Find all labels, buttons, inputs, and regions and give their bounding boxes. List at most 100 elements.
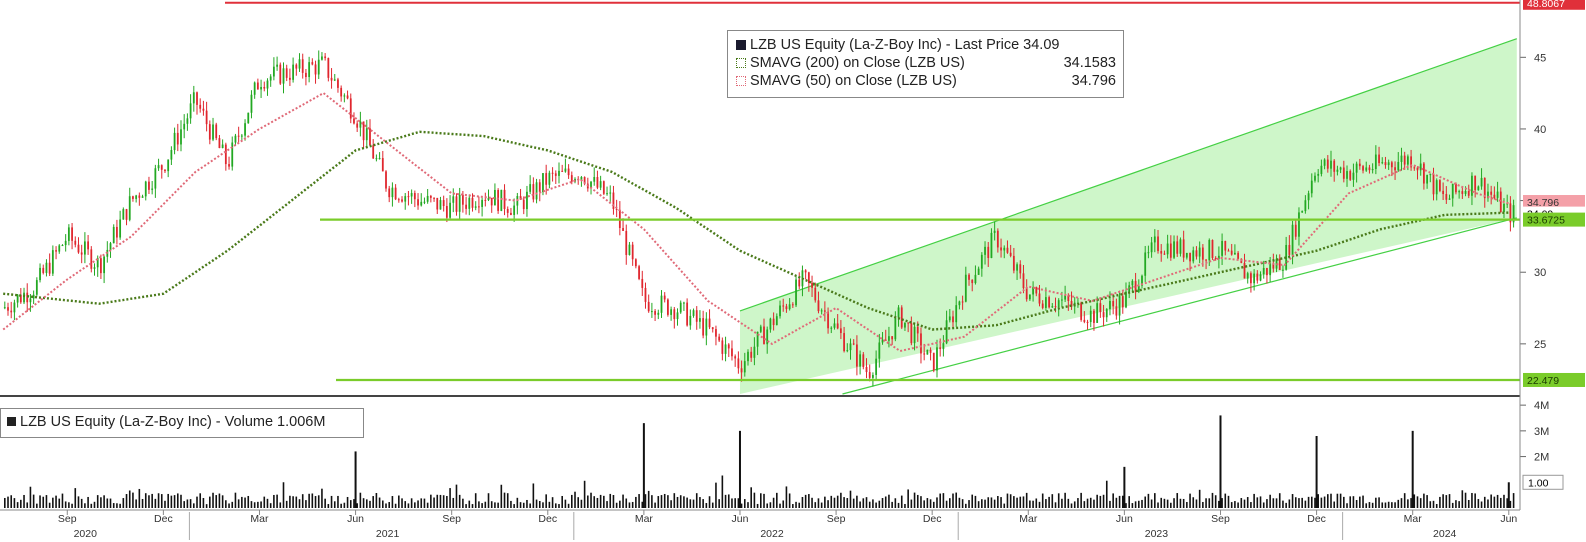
volume-bar bbox=[362, 498, 365, 508]
candle-body bbox=[612, 192, 615, 209]
candle-body bbox=[119, 219, 122, 238]
volume-bar bbox=[526, 499, 528, 508]
candle-body bbox=[3, 307, 6, 309]
candle-body bbox=[804, 270, 807, 273]
candle-body bbox=[1455, 183, 1457, 193]
volume-bar bbox=[1240, 498, 1243, 508]
candle-body bbox=[71, 227, 73, 241]
candle-body bbox=[1390, 162, 1393, 168]
candle-body bbox=[1134, 280, 1137, 292]
candle-body bbox=[1070, 301, 1073, 307]
candle-body bbox=[1368, 167, 1371, 171]
volume-bar bbox=[798, 502, 801, 508]
volume-bar bbox=[26, 502, 29, 508]
candle-body bbox=[798, 279, 801, 287]
volume-bar bbox=[16, 502, 19, 508]
candle-body bbox=[42, 267, 45, 273]
volume-bar bbox=[1147, 493, 1150, 508]
candle-body bbox=[381, 158, 384, 172]
candle-body bbox=[743, 361, 746, 373]
candle-body bbox=[830, 327, 833, 329]
volume-bar bbox=[96, 495, 99, 508]
volume-bar bbox=[1256, 497, 1259, 508]
candle-body bbox=[1205, 259, 1207, 261]
candle-body bbox=[10, 310, 13, 313]
candle-body bbox=[1192, 250, 1195, 262]
volume-bar bbox=[1112, 493, 1114, 508]
volume-bar bbox=[167, 493, 169, 508]
candle-body bbox=[276, 64, 278, 67]
volume-bar bbox=[1359, 496, 1361, 508]
candle-body bbox=[1384, 162, 1387, 166]
candle-body bbox=[1432, 174, 1435, 195]
candle-body bbox=[673, 309, 676, 320]
x-axis: Sep Dec Mar Jun Sep Dec Mar Jun Sep Dec Mar Jun Sep D… bbox=[58, 510, 1517, 540]
volume-bar bbox=[1000, 497, 1002, 508]
volume-bar bbox=[327, 504, 330, 508]
volume-bar bbox=[997, 495, 999, 508]
volume-bar bbox=[1474, 493, 1476, 508]
volume-bar bbox=[1419, 498, 1422, 508]
volume-bar bbox=[599, 494, 602, 508]
candle-body bbox=[1253, 273, 1256, 284]
candle-body bbox=[1301, 211, 1304, 213]
volume-bar bbox=[205, 504, 208, 508]
candle-body bbox=[1182, 239, 1185, 258]
candle-body bbox=[1307, 193, 1310, 201]
candle-body bbox=[846, 350, 849, 352]
volume-bar bbox=[1061, 498, 1063, 508]
candle-body bbox=[1147, 252, 1150, 254]
candle-body bbox=[231, 142, 234, 167]
candle-body bbox=[487, 197, 490, 201]
volume-bar bbox=[763, 493, 765, 508]
volume-bar bbox=[212, 492, 214, 508]
candle-body bbox=[1429, 174, 1432, 176]
candle-body bbox=[756, 331, 759, 347]
volume-bar bbox=[715, 482, 717, 508]
volume-bar bbox=[843, 497, 845, 508]
volume-bar bbox=[1394, 502, 1396, 508]
candle-body bbox=[897, 307, 900, 318]
volume-bar bbox=[615, 502, 618, 508]
volume-bar bbox=[1349, 496, 1352, 508]
candle-body bbox=[727, 344, 730, 349]
volume-bar bbox=[628, 502, 631, 508]
volume-bar bbox=[1089, 497, 1092, 508]
candle-body bbox=[535, 182, 538, 200]
sma50-tag-bg bbox=[1523, 195, 1585, 210]
candle-body bbox=[823, 310, 826, 312]
candle-body bbox=[1493, 194, 1496, 198]
candle-body bbox=[1298, 212, 1300, 237]
volume-bar bbox=[516, 497, 519, 508]
candle-body bbox=[1262, 268, 1265, 275]
x-tick-label: Mar bbox=[250, 513, 269, 525]
candle-body bbox=[1314, 175, 1316, 181]
volume-bar bbox=[180, 494, 182, 508]
volume-bar bbox=[135, 499, 137, 508]
volume-bar bbox=[727, 494, 730, 508]
volume-bar bbox=[1387, 501, 1390, 508]
candle-body bbox=[1080, 302, 1083, 320]
candle-body bbox=[497, 189, 500, 211]
volume-bar bbox=[1115, 497, 1118, 508]
volume-bar bbox=[1416, 496, 1419, 508]
candle-body bbox=[731, 348, 733, 357]
candle-body bbox=[1467, 190, 1470, 196]
candle-body bbox=[1099, 303, 1102, 313]
volume-bar bbox=[45, 495, 48, 508]
candle-body bbox=[1471, 175, 1473, 196]
candle-body bbox=[814, 287, 817, 301]
candle-body bbox=[564, 168, 567, 172]
legend-sma50-value: 34.796 bbox=[1071, 73, 1116, 89]
volume-bar bbox=[782, 500, 785, 508]
volume-spike-bar bbox=[738, 430, 741, 508]
volume-bar bbox=[785, 486, 788, 508]
volume-bar bbox=[683, 496, 685, 508]
candle-body bbox=[849, 343, 852, 351]
volume-bar bbox=[442, 495, 445, 508]
volume-bar bbox=[237, 499, 240, 508]
volume-bar bbox=[116, 503, 118, 508]
candle-body bbox=[1246, 273, 1249, 279]
candle-body bbox=[1278, 258, 1281, 270]
